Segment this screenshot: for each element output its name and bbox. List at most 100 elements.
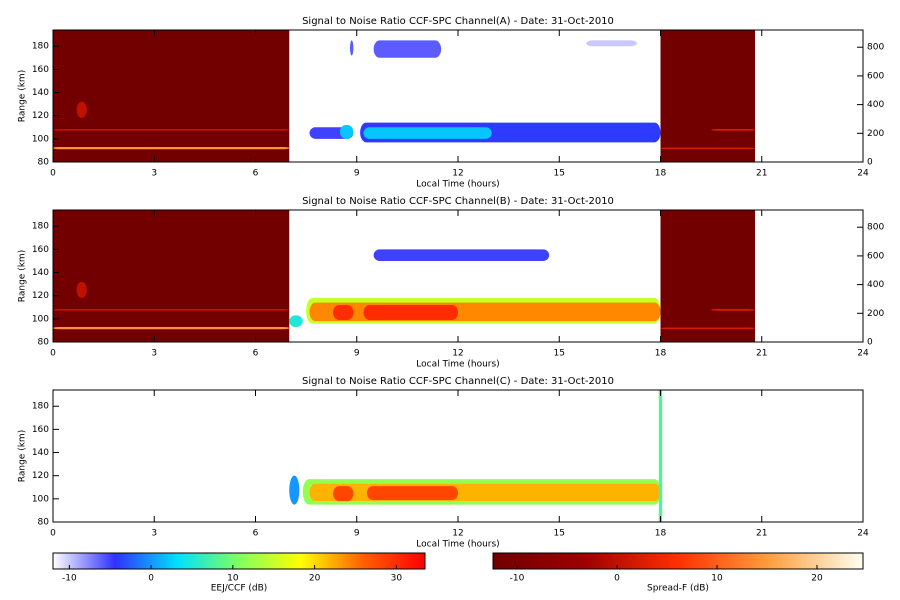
x-tick-label: 24 [857,529,869,539]
y-axis-label: Range (km) [18,250,28,302]
echo-cell [76,281,87,298]
y-tick-label: 160 [32,245,49,255]
x-tick-label: 21 [756,169,767,179]
echo-cell [53,30,290,162]
y-tick-label: 100 [32,134,49,144]
x-tick-label: 18 [655,529,667,539]
echo-cell [309,302,661,322]
x-tick-label: 21 [756,529,767,539]
y-tick-label: 180 [32,222,49,232]
y-axis-label: Range (km) [18,430,28,482]
echo-cell [586,40,637,47]
echo-cell [53,129,290,131]
x-tick-label: 6 [253,349,259,359]
y-tick-label: 100 [32,314,49,324]
colorbar-tick-label: -10 [510,574,525,584]
echo-cell [363,127,492,139]
echo-cell [711,129,755,131]
echo-cell [53,309,290,311]
echo-cell [660,30,755,162]
y-tick-label: 180 [32,42,49,52]
x-tick-label: 6 [253,169,259,179]
y-tick-label: 100 [32,494,49,504]
y2-tick-label: 200 [867,309,884,319]
colorbar-tick-label: 0 [148,574,154,584]
y2-tick-label: 0 [867,158,873,168]
y-tick-label: 120 [32,471,49,481]
x-tick-label: 0 [50,169,56,179]
y2-tick-label: 800 [867,223,884,233]
colorbar [492,552,864,570]
echo-cell [363,304,458,320]
plot-area [53,210,755,342]
echo-cell [660,147,755,150]
echo-cell [309,483,661,502]
echo-cell [76,101,87,118]
echo-cell [289,475,300,505]
echo-cell [711,309,755,311]
y2-tick-label: 600 [867,71,884,81]
x-axis-label: Local Time (hours) [416,540,499,550]
echo-cell [339,124,354,139]
echo-cell [53,146,290,150]
y-tick-label: 80 [38,518,50,528]
x-tick-label: 24 [857,349,869,359]
x-tick-label: 12 [452,529,463,539]
y-tick-label: 80 [38,338,50,348]
panel-title: Signal to Noise Ratio CCF-SPC Channel(C)… [302,376,614,387]
echo-cell [350,40,354,56]
y2-tick-label: 400 [867,280,884,290]
plot-area [53,30,755,162]
panel-title: Signal to Noise Ratio CCF-SPC Channel(B)… [302,196,614,207]
echo-cell [289,315,303,327]
plot-area [289,390,663,522]
x-tick-label: 9 [354,529,360,539]
y2-tick-label: 600 [867,251,884,261]
y-tick-label: 140 [32,268,49,278]
echo-cell [660,327,755,330]
x-tick-label: 24 [857,169,869,179]
x-tick-label: 6 [253,529,259,539]
echo-cell [373,249,550,261]
colorbar-tick-label: 0 [614,574,620,584]
colorbar-tick-label: 10 [711,574,723,584]
x-tick-label: 3 [151,169,157,179]
y-tick-label: 140 [32,448,49,458]
x-tick-label: 21 [756,349,767,359]
x-tick-label: 0 [50,529,56,539]
x-axis-label: Local Time (hours) [416,360,499,370]
echo-cell [333,304,354,320]
x-tick-label: 0 [50,349,56,359]
x-tick-label: 9 [354,349,360,359]
colorbar [52,552,426,570]
x-tick-label: 15 [554,349,565,359]
colorbar-tick-label: -10 [62,574,77,584]
colorbar-tick-label: 20 [309,574,321,584]
x-tick-label: 12 [452,169,463,179]
x-tick-label: 18 [655,349,667,359]
y2-tick-label: 0 [867,338,873,348]
x-tick-label: 12 [452,349,463,359]
y-tick-label: 80 [38,158,50,168]
y-tick-label: 120 [32,111,49,121]
echo-cell [366,486,458,500]
y-axis-label: Range (km) [18,70,28,122]
colorbar-tick-label: 10 [227,574,239,584]
y2-tick-label: 800 [867,43,884,53]
echo-cell [53,210,290,342]
echo-cell [53,326,290,330]
x-axis-label: Local Time (hours) [416,180,499,190]
y-tick-label: 160 [32,65,49,75]
y2-tick-label: 200 [867,129,884,139]
x-tick-label: 9 [354,169,360,179]
panel-title: Signal to Noise Ratio CCF-SPC Channel(A)… [302,16,614,27]
echo-cell [373,40,442,58]
y-tick-label: 140 [32,88,49,98]
colorbar-label: Spread-F (dB) [647,584,709,594]
x-tick-label: 3 [151,529,157,539]
y-tick-label: 120 [32,291,49,301]
x-tick-label: 3 [151,349,157,359]
colorbar-label: EEJ/CCF (dB) [211,584,268,594]
y-tick-label: 160 [32,425,49,435]
